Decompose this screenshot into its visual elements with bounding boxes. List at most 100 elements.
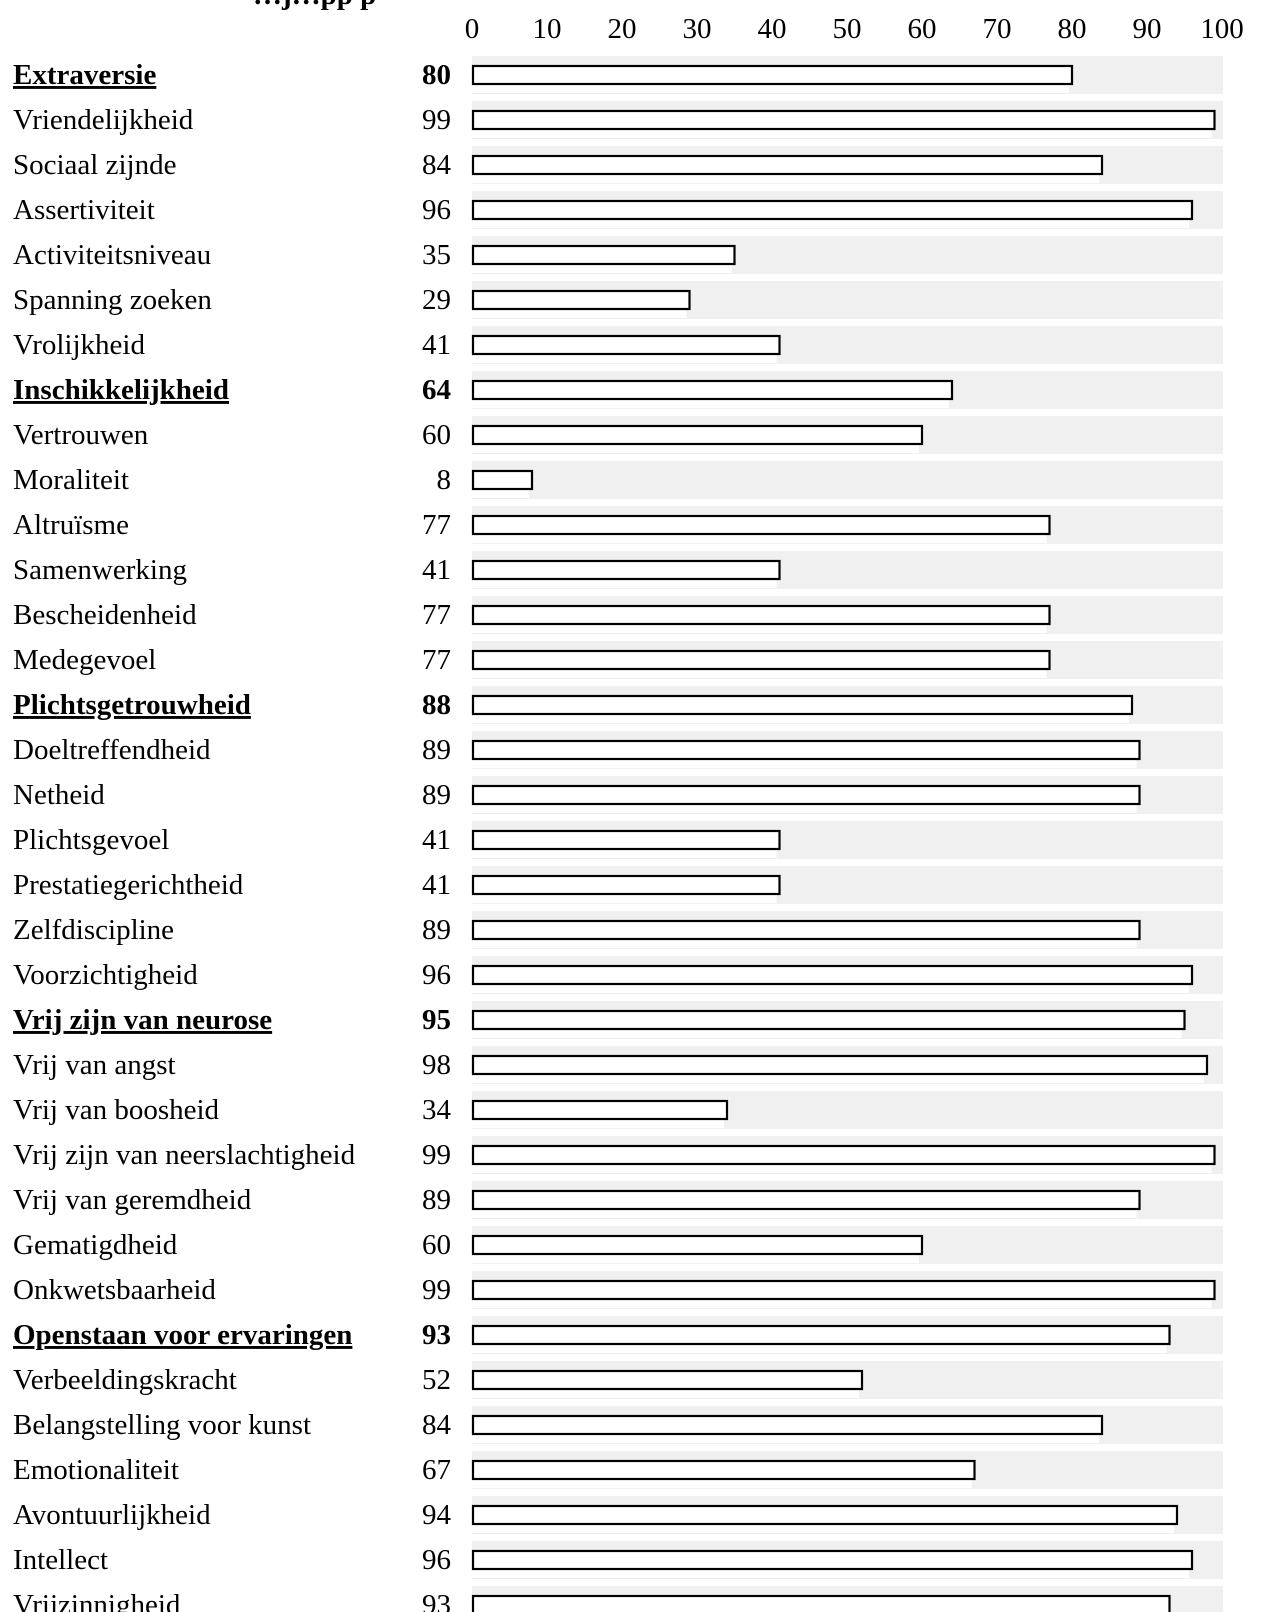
value-label-emotionaliteit: 67: [422, 1454, 451, 1486]
x-axis-ticks: 0 10 20 30 40 50 60 70 80 90 100: [465, 13, 1244, 45]
bar-onkwetsbaarheid: [471, 1279, 1216, 1301]
bar-extraversie: [471, 64, 1074, 86]
value-label-zelfdiscipline: 89: [422, 914, 451, 946]
value-label-moraliteit: 8: [437, 464, 452, 496]
bar-spanning-zoeken: [471, 289, 691, 311]
value-label-onkwetsbaarheid: 99: [422, 1274, 451, 1306]
bar-vrij-van-geremdheid: [471, 1189, 1141, 1211]
bar-vrij-van-angst: [471, 1054, 1209, 1076]
group-label-extraversie: Extraversie: [13, 59, 156, 91]
value-label-voorzichtigheid: 96: [422, 959, 451, 991]
bar-plichtsgetrouwheid: [471, 694, 1134, 716]
row-label-plichtsgevoel: Plichtsgevoel: [13, 824, 169, 856]
bar-samenwerking: [471, 559, 781, 581]
value-label-inschikkelijkheid: 64: [422, 374, 451, 406]
bar-medegevoel: [471, 649, 1051, 671]
value-label-medegevoel: 77: [422, 644, 451, 676]
x-tick-label: 80: [1058, 13, 1087, 45]
value-label-vrij-zijn-van-neurose: 95: [422, 1004, 451, 1036]
row-label-verbeeldingskracht: Verbeeldingskracht: [13, 1364, 237, 1396]
value-label-prestatiegerichtheid: 41: [422, 869, 451, 901]
value-label-activiteitsniveau: 35: [422, 239, 451, 271]
bar-altruisme: [471, 514, 1051, 536]
bars: [471, 64, 1216, 1612]
value-label-vrij-zijn-van-neerslachtigheid: 99: [422, 1139, 451, 1171]
row-label-avontuurlijkheid: Avontuurlijkheid: [13, 1499, 211, 1531]
value-label-verbeeldingskracht: 52: [422, 1364, 451, 1396]
row-label-spanning-zoeken: Spanning zoeken: [13, 284, 212, 316]
row-label-zelfdiscipline: Zelfdiscipline: [13, 914, 174, 946]
bar-voorzichtigheid: [471, 964, 1194, 986]
row-label-vrij-van-geremdheid: Vrij van geremdheid: [13, 1184, 252, 1216]
row-label-samenwerking: Samenwerking: [13, 554, 187, 586]
value-label-plichtsgevoel: 41: [422, 824, 451, 856]
row-label-vrij-van-boosheid: Vrij van boosheid: [13, 1094, 220, 1126]
row-label-altruisme: Altruïsme: [13, 509, 129, 541]
x-tick-label: 60: [908, 13, 937, 45]
row-label-vrolijkheid: Vrolijkheid: [13, 329, 145, 361]
bar-vrolijkheid: [471, 334, 781, 356]
row-labels: Extraversie Vriendelijkheid Sociaal zijnde…: [13, 59, 356, 1612]
x-tick-label: 40: [758, 13, 787, 45]
bar-plichtsgevoel: [471, 829, 781, 851]
bar-sociaal-zijnde: [471, 154, 1104, 176]
value-label-openstaan-voor-ervaringen: 93: [422, 1319, 451, 1351]
row-label-intellect: Intellect: [13, 1544, 108, 1576]
value-label-gematigdheid: 60: [422, 1229, 451, 1261]
row-label-activiteitsniveau: Activiteitsniveau: [13, 239, 211, 271]
bar-bescheidenheid: [471, 604, 1051, 626]
x-tick-label: 0: [465, 13, 480, 45]
chart-title: …j…pp p: [253, 0, 376, 11]
value-label-avontuurlijkheid: 94: [422, 1499, 452, 1531]
value-label-vrij-van-geremdheid: 89: [422, 1184, 451, 1216]
bar-activiteitsniveau: [471, 244, 736, 266]
row-label-voorzichtigheid: Voorzichtigheid: [13, 959, 198, 991]
bar-inschikkelijkheid: [471, 379, 954, 401]
row-label-prestatiegerichtheid: Prestatiegerichtheid: [13, 869, 244, 901]
bar-netheid: [471, 784, 1141, 806]
bar-doeltreffendheid: [471, 739, 1141, 761]
value-label-samenwerking: 41: [422, 554, 451, 586]
value-label-plichtsgetrouwheid: 88: [422, 689, 451, 721]
row-label-netheid: Netheid: [13, 779, 105, 811]
bar-gematigdheid: [471, 1234, 924, 1256]
row-values: 80 99 84 96 35 29 41 64 60 8 77 41 77 77 88 89 89 41 41 89 9…: [422, 59, 452, 1612]
bar-emotionaliteit: [471, 1459, 976, 1481]
row-label-assertiviteit: Assertiviteit: [13, 194, 155, 226]
value-label-vrij-van-boosheid: 34: [422, 1094, 452, 1126]
bar-track-moraliteit: [472, 461, 1223, 499]
row-label-onkwetsbaarheid: Onkwetsbaarheid: [13, 1274, 216, 1306]
group-label-plichtsgetrouwheid: Plichtsgetrouwheid: [13, 689, 251, 721]
row-label-belangstelling-voor-kunst: Belangstelling voor kunst: [13, 1409, 311, 1441]
bar-vrij-van-boosheid: [471, 1099, 729, 1121]
group-label-openstaan-voor-ervaringen: Openstaan voor ervaringen: [13, 1319, 352, 1351]
bar-vriendelijkheid: [471, 109, 1216, 131]
bar-assertiviteit: [471, 199, 1194, 221]
value-label-vrolijkheid: 41: [422, 329, 451, 361]
value-label-intellect: 96: [422, 1544, 451, 1576]
bar-avontuurlijkheid: [471, 1504, 1179, 1526]
group-label-inschikkelijkheid: Inschikkelijkheid: [13, 374, 229, 406]
value-label-vriendelijkheid: 99: [422, 104, 451, 136]
x-tick-label: 10: [533, 13, 562, 45]
bar-vrij-zijn-van-neerslachtigheid: [471, 1144, 1216, 1166]
row-label-vrij-zijn-van-neerslachtigheid: Vrij zijn van neerslachtigheid: [13, 1139, 356, 1171]
row-label-gematigdheid: Gematigdheid: [13, 1229, 178, 1261]
group-label-vrij-zijn-van-neurose: Vrij zijn van neurose: [13, 1004, 272, 1036]
bar-zelfdiscipline: [471, 919, 1141, 941]
bar-verbeeldingskracht: [471, 1369, 864, 1391]
value-label-spanning-zoeken: 29: [422, 284, 451, 316]
bar-vrij-zijn-van-neurose: [471, 1009, 1186, 1031]
value-label-netheid: 89: [422, 779, 451, 811]
row-label-vrij-van-angst: Vrij van angst: [13, 1049, 176, 1081]
value-label-sociaal-zijnde: 84: [422, 149, 452, 181]
x-tick-label: 70: [983, 13, 1012, 45]
x-tick-label: 20: [608, 13, 637, 45]
row-label-vertrouwen: Vertrouwen: [13, 419, 149, 451]
value-label-vrij-van-angst: 98: [422, 1049, 451, 1081]
value-label-bescheidenheid: 77: [422, 599, 451, 631]
row-label-doeltreffendheid: Doeltreffendheid: [13, 734, 211, 766]
bar-vertrouwen: [471, 424, 924, 446]
bar-belangstelling-voor-kunst: [471, 1414, 1104, 1436]
